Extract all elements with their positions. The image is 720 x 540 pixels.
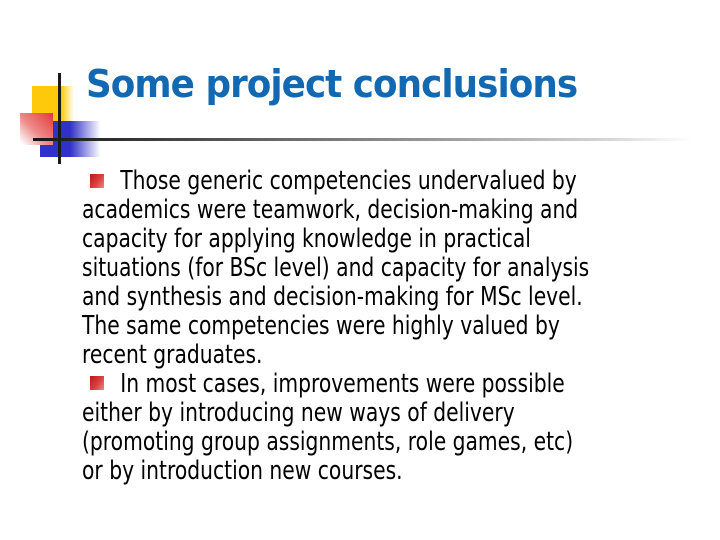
body-text-line: and synthesis and decision-making for MS… [82,282,583,312]
body-text-line: (promoting group assignments, role games… [82,427,574,457]
body-text-line: In most cases, improvements were possibl… [120,369,565,399]
body-text-line: academics were teamwork, decision-making… [82,195,579,225]
body-text-line: capacity for applying knowledge in pract… [82,224,531,254]
body-text-line: Those generic competencies undervalued b… [120,166,577,196]
bullet-square-icon [90,376,104,390]
slide-body-text: Those generic competencies undervalued b… [82,167,628,486]
body-text-line: or by introduction new courses. [82,456,403,486]
body-text-line: The same competencies were highly valued… [82,311,560,341]
body-text-line: situations (for BSc level) and capacity … [82,253,590,283]
bullet-square-icon [90,174,104,188]
body-text-line: either by introducing new ways of delive… [82,398,515,428]
body-text-line: recent graduates. [82,340,263,370]
title-underline-rule [33,138,692,141]
decoration-vertical-line [58,73,61,164]
slide-title: Some project conclusions [86,62,578,106]
